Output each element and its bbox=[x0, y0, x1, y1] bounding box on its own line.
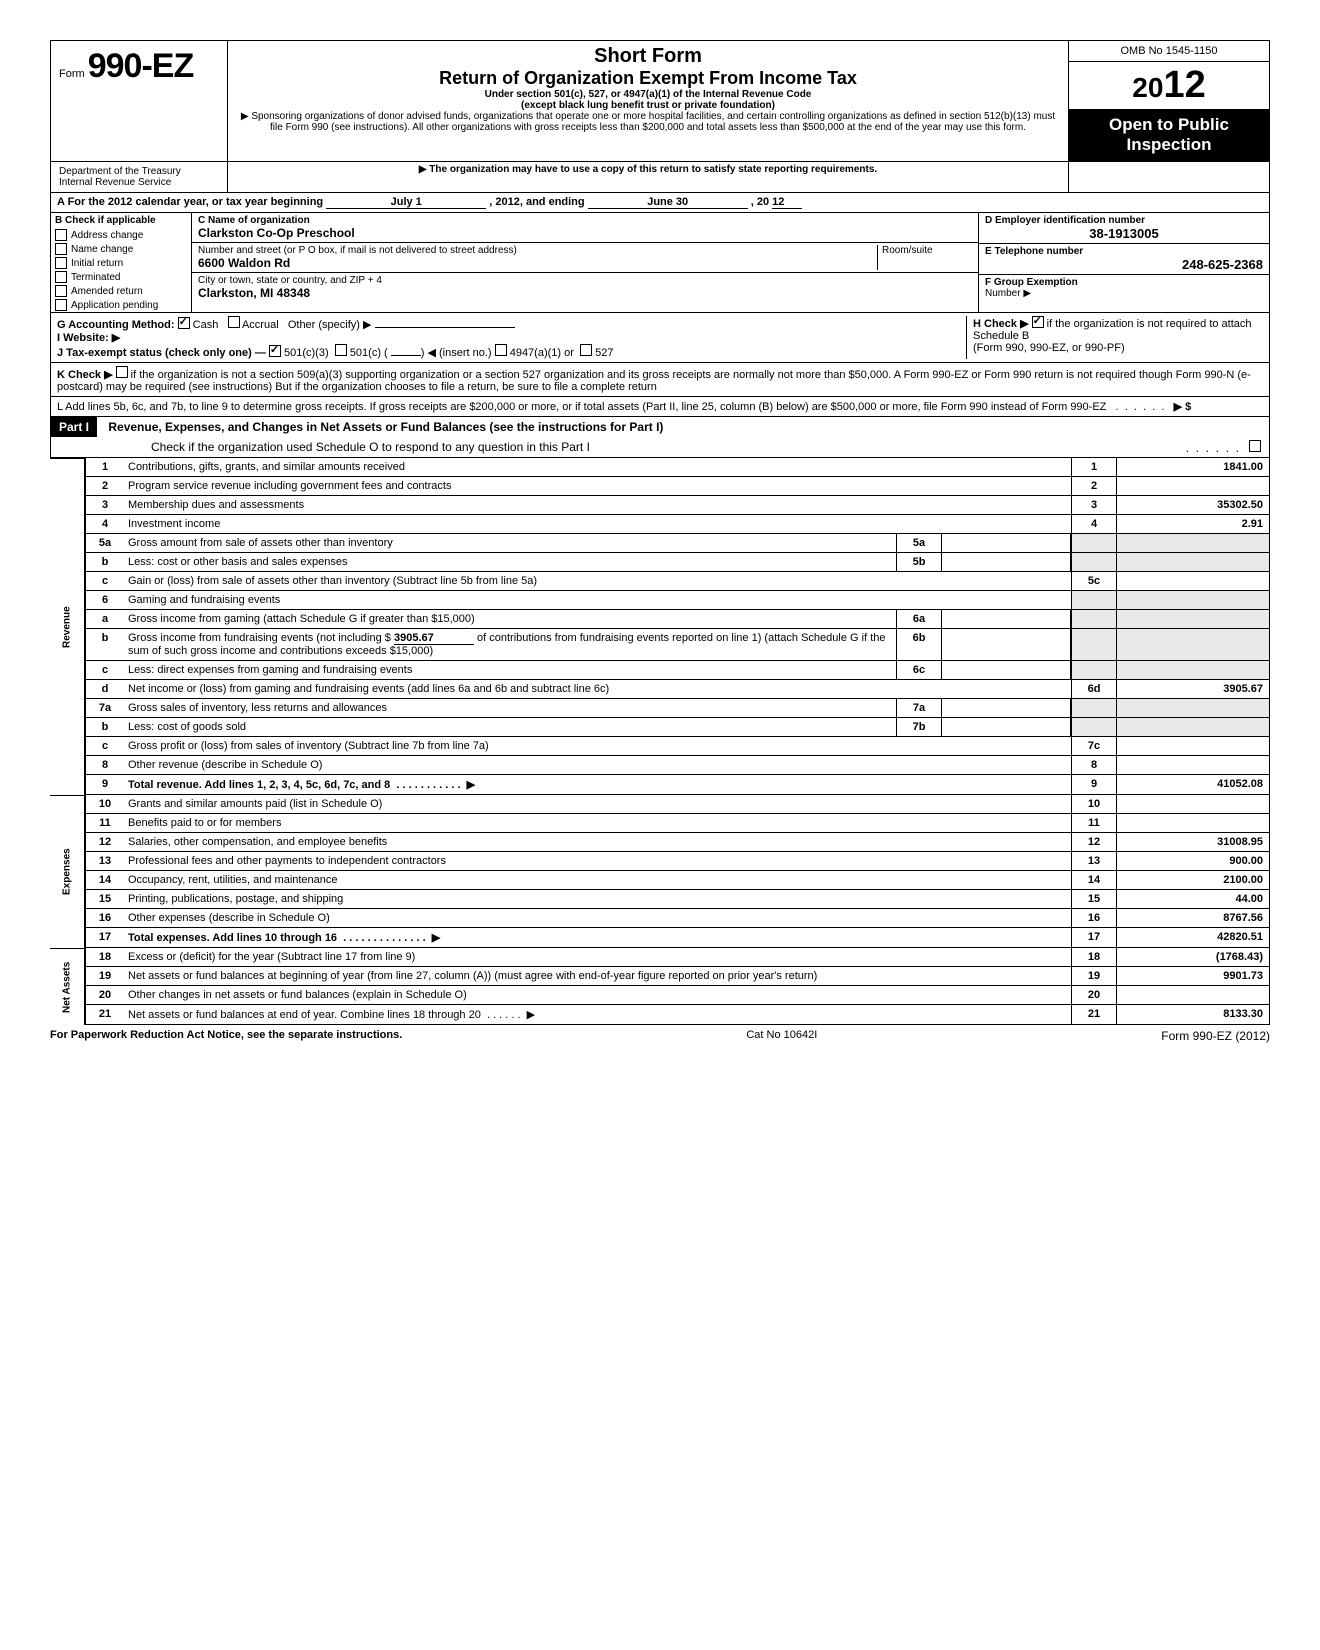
line-21: 21Net assets or fund balances at end of … bbox=[85, 1005, 1270, 1025]
line-5c: cGain or (loss) from sale of assets othe… bbox=[85, 572, 1270, 591]
line-6c: cLess: direct expenses from gaming and f… bbox=[85, 661, 1270, 680]
phone: 248-625-2368 bbox=[985, 257, 1263, 272]
copy-note: ▶ The organization may have to use a cop… bbox=[228, 162, 1069, 192]
line-1: 1Contributions, gifts, grants, and simil… bbox=[85, 458, 1270, 477]
omb-number: OMB No 1545-1150 bbox=[1069, 41, 1269, 62]
title-box: Short Form Return of Organization Exempt… bbox=[228, 41, 1069, 161]
expenses-block: Expenses 10Grants and similar amounts pa… bbox=[50, 795, 1270, 948]
form-number: 990-EZ bbox=[88, 47, 194, 85]
line-2: 2Program service revenue including gover… bbox=[85, 477, 1270, 496]
title-line2: Return of Organization Exempt From Incom… bbox=[236, 68, 1060, 89]
row-k: K Check ▶ if the organization is not a s… bbox=[50, 363, 1270, 397]
line-5a: 5aGross amount from sale of assets other… bbox=[85, 534, 1270, 553]
org-name: Clarkston Co-Op Preschool bbox=[198, 226, 972, 240]
row-l: L Add lines 5b, 6c, and 7b, to line 9 to… bbox=[50, 397, 1270, 417]
title-line1: Short Form bbox=[236, 45, 1060, 68]
line-8: 8Other revenue (describe in Schedule O)8 bbox=[85, 756, 1270, 775]
revenue-block: Revenue 1Contributions, gifts, grants, a… bbox=[50, 458, 1270, 795]
chk-initial-return[interactable]: Initial return bbox=[51, 256, 191, 270]
tax-year: 2012 bbox=[1069, 62, 1269, 109]
chk-address-change[interactable]: Address change bbox=[51, 228, 191, 242]
line-7a: 7aGross sales of inventory, less returns… bbox=[85, 699, 1270, 718]
line-18: 18Excess or (deficit) for the year (Subt… bbox=[85, 948, 1270, 967]
form-prefix: Form bbox=[59, 68, 85, 80]
chk-schedule-o[interactable] bbox=[1249, 440, 1261, 452]
line-7b: bLess: cost of goods sold7b bbox=[85, 718, 1270, 737]
line-7c: cGross profit or (loss) from sales of in… bbox=[85, 737, 1270, 756]
form-header: Form 990-EZ Short Form Return of Organiz… bbox=[50, 40, 1270, 162]
dept-treasury: Department of the Treasury Internal Reve… bbox=[51, 162, 228, 192]
chk-k[interactable] bbox=[116, 366, 128, 378]
chk-4947[interactable] bbox=[495, 344, 507, 356]
line-13: 13Professional fees and other payments t… bbox=[85, 852, 1270, 871]
line-6b: bGross income from fundraising events (n… bbox=[85, 629, 1270, 661]
line-10: 10Grants and similar amounts paid (list … bbox=[85, 795, 1270, 814]
footer: For Paperwork Reduction Act Notice, see … bbox=[50, 1025, 1270, 1047]
line-5b: bLess: cost or other basis and sales exp… bbox=[85, 553, 1270, 572]
ein: 38-1913005 bbox=[985, 226, 1263, 241]
col-c: C Name of organization Clarkston Co-Op P… bbox=[192, 213, 979, 312]
chk-schedule-b[interactable] bbox=[1032, 316, 1044, 328]
org-address: 6600 Waldon Rd bbox=[198, 256, 877, 270]
chk-cash[interactable] bbox=[178, 317, 190, 329]
chk-527[interactable] bbox=[580, 344, 592, 356]
open-to-public: Open to Public Inspection bbox=[1069, 109, 1269, 161]
sponsor-note: ▶ Sponsoring organizations of donor advi… bbox=[236, 111, 1060, 133]
line-20: 20Other changes in net assets or fund ba… bbox=[85, 986, 1270, 1005]
chk-application-pending[interactable]: Application pending bbox=[51, 298, 191, 312]
omb-box: OMB No 1545-1150 2012 Open to Public Ins… bbox=[1069, 41, 1269, 161]
chk-501c3[interactable] bbox=[269, 345, 281, 357]
line-6d: dNet income or (loss) from gaming and fu… bbox=[85, 680, 1270, 699]
chk-amended[interactable]: Amended return bbox=[51, 284, 191, 298]
part1-header: Part I Revenue, Expenses, and Changes in… bbox=[50, 417, 1270, 458]
line-12: 12Salaries, other compensation, and empl… bbox=[85, 833, 1270, 852]
subtitle1: Under section 501(c), 527, or 4947(a)(1)… bbox=[236, 89, 1060, 100]
col-b: B Check if applicable Address change Nam… bbox=[51, 213, 192, 312]
row-a: A For the 2012 calendar year, or tax yea… bbox=[50, 193, 1270, 213]
col-de: D Employer identification number 38-1913… bbox=[979, 213, 1269, 312]
line-3: 3Membership dues and assessments335302.5… bbox=[85, 496, 1270, 515]
line-17: 17Total expenses. Add lines 10 through 1… bbox=[85, 928, 1270, 948]
section-bcde: B Check if applicable Address change Nam… bbox=[50, 213, 1270, 313]
chk-accrual[interactable] bbox=[228, 316, 240, 328]
dept-row: Department of the Treasury Internal Reve… bbox=[50, 162, 1270, 193]
subtitle2: (except black lung benefit trust or priv… bbox=[236, 100, 1060, 111]
chk-terminated[interactable]: Terminated bbox=[51, 270, 191, 284]
netassets-block: Net Assets 18Excess or (deficit) for the… bbox=[50, 948, 1270, 1025]
chk-name-change[interactable]: Name change bbox=[51, 242, 191, 256]
line-11: 11Benefits paid to or for members11 bbox=[85, 814, 1270, 833]
line-16: 16Other expenses (describe in Schedule O… bbox=[85, 909, 1270, 928]
line-9: 9Total revenue. Add lines 1, 2, 3, 4, 5c… bbox=[85, 775, 1270, 795]
row-ghi: G Accounting Method: Cash Accrual Other … bbox=[50, 313, 1270, 363]
line-15: 15Printing, publications, postage, and s… bbox=[85, 890, 1270, 909]
line-4: 4Investment income42.91 bbox=[85, 515, 1270, 534]
form-number-box: Form 990-EZ bbox=[51, 41, 228, 161]
line-6: 6Gaming and fundraising events bbox=[85, 591, 1270, 610]
org-city: Clarkston, MI 48348 bbox=[198, 286, 972, 300]
line-14: 14Occupancy, rent, utilities, and mainte… bbox=[85, 871, 1270, 890]
chk-501c[interactable] bbox=[335, 344, 347, 356]
line-6a: aGross income from gaming (attach Schedu… bbox=[85, 610, 1270, 629]
line-19: 19Net assets or fund balances at beginni… bbox=[85, 967, 1270, 986]
